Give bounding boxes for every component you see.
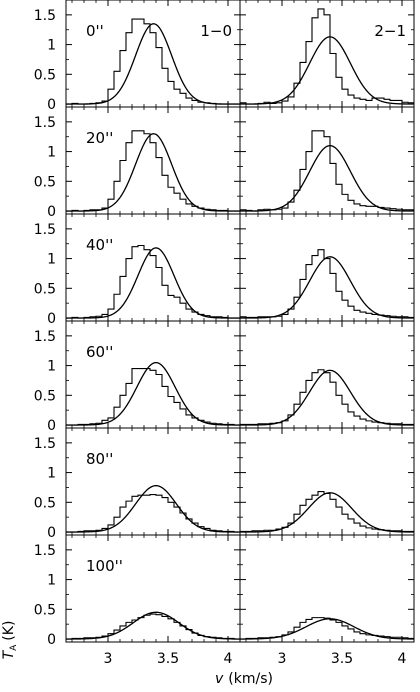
offset-label: 20'' bbox=[86, 129, 113, 147]
x-tick-label: 4 bbox=[398, 651, 407, 667]
x-tick-label: 4 bbox=[224, 651, 233, 667]
row-labels: 0'' 20'' 40'' 60'' 80'' 100'' bbox=[86, 22, 123, 575]
panel-frame bbox=[239, 534, 415, 643]
y-tick-label: 1 bbox=[47, 466, 56, 482]
gaussian-fit bbox=[66, 247, 240, 319]
gaussian-fit bbox=[66, 361, 240, 426]
offset-label: 60'' bbox=[86, 343, 113, 361]
y-tick-label: 0.5 bbox=[34, 602, 56, 618]
gaussian-fit bbox=[240, 256, 415, 319]
gaussian-fit bbox=[240, 144, 414, 212]
panel-r3-c1 bbox=[239, 320, 415, 429]
y-tick-label: 1.5 bbox=[34, 436, 56, 452]
y-axis-label: TA(K) bbox=[1, 621, 19, 660]
gaussian-fit bbox=[240, 36, 414, 105]
y-tick-label: 1.5 bbox=[34, 329, 56, 345]
offset-label: 100'' bbox=[86, 557, 123, 575]
y-tick-label: 1 bbox=[47, 145, 56, 161]
y-tick-label: 1.5 bbox=[34, 222, 56, 238]
x-tick-label: 3 bbox=[278, 651, 287, 667]
transition-label: 2−1 bbox=[374, 22, 406, 40]
gaussian-fit bbox=[240, 492, 415, 533]
offset-label: 40'' bbox=[86, 236, 113, 254]
y-tick-label: 0 bbox=[47, 97, 56, 113]
y-tick-label: 1.5 bbox=[34, 543, 56, 559]
y-tick-label: 1.5 bbox=[34, 115, 56, 131]
y-tick-label: 0.5 bbox=[34, 281, 56, 297]
y-tick-label: 1.5 bbox=[34, 8, 56, 24]
y-tick-label: 0 bbox=[47, 204, 56, 220]
observed-spectrum bbox=[66, 368, 240, 426]
panel-r0-c1 bbox=[239, 0, 415, 108]
gaussian-fit bbox=[66, 611, 241, 640]
y-tick-label: 0 bbox=[47, 632, 56, 648]
y-tick-label: 1 bbox=[47, 359, 56, 375]
y-tick-label: 0.5 bbox=[34, 388, 56, 404]
gaussian-fit bbox=[240, 369, 415, 426]
x-tick-labels: 3 3.5 4 3 3.5 4 bbox=[104, 651, 407, 667]
y-tick-label: 0 bbox=[47, 525, 56, 541]
y-tick-label: 0.5 bbox=[34, 495, 56, 511]
column-labels: 1−0 2−1 bbox=[200, 22, 406, 40]
offset-label: 80'' bbox=[86, 450, 113, 468]
panel-grid bbox=[65, 0, 415, 643]
x-tick-label: 3.5 bbox=[157, 651, 179, 667]
y-tick-label: 0.5 bbox=[34, 67, 56, 83]
x-tick-label: 3.5 bbox=[331, 651, 353, 667]
y-tick-label: 1 bbox=[47, 38, 56, 54]
x-tick-label: 3 bbox=[104, 651, 113, 667]
y-tick-label: 1 bbox=[47, 573, 56, 589]
y-tick-labels: 0 0.5 1 1.5 0 0.5 1 1.5 0 0.5 1 1.5 0 0.5 1 1.5 0 0.5 1 1.5… bbox=[34, 8, 56, 648]
observed-spectrum bbox=[240, 130, 414, 212]
y-tick-label: 0.5 bbox=[34, 174, 56, 190]
offset-label: 0'' bbox=[86, 22, 104, 40]
x-axis-label: v (km/s) bbox=[215, 671, 273, 687]
gaussian-fit bbox=[66, 133, 240, 212]
y-tick-label: 1 bbox=[47, 252, 56, 268]
gaussian-fit bbox=[240, 618, 414, 640]
transition-label: 1−0 bbox=[200, 22, 232, 40]
gaussian-fit bbox=[66, 23, 240, 105]
panel-r4-c1 bbox=[239, 427, 415, 536]
y-tick-label: 0 bbox=[47, 418, 56, 434]
panel-r5-c1 bbox=[239, 534, 415, 643]
gaussian-fit bbox=[65, 485, 240, 533]
y-tick-label: 0 bbox=[47, 311, 56, 327]
